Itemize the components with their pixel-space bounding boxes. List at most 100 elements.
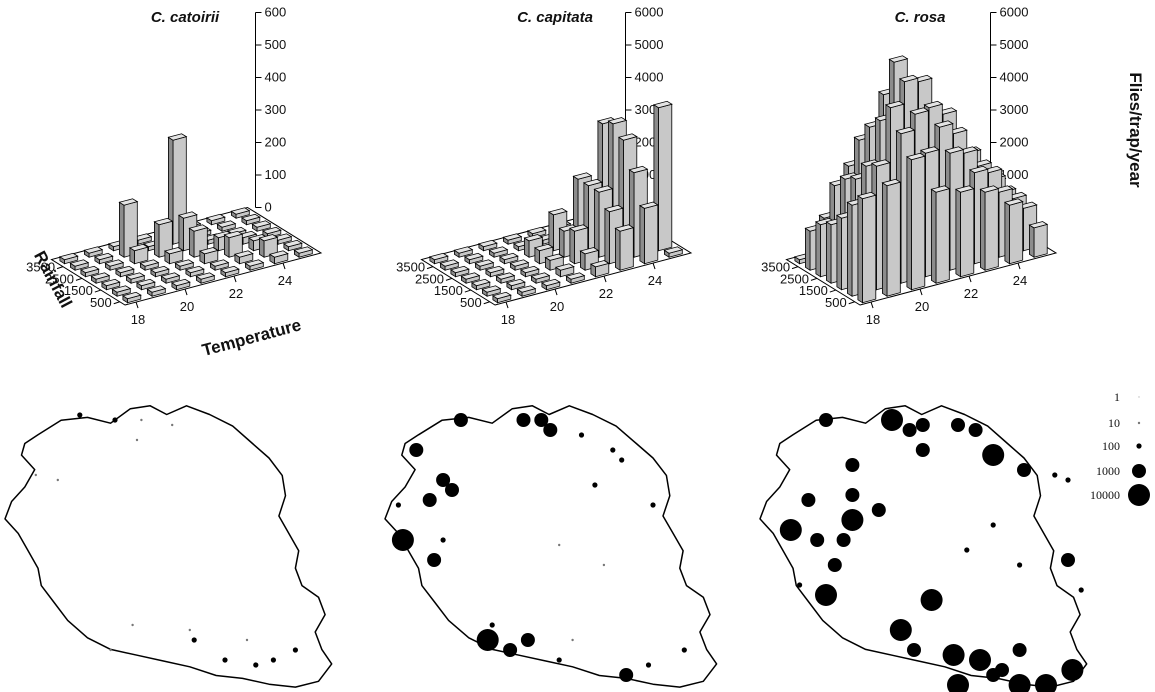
legend-marker xyxy=(1136,443,1142,449)
y-tick-label: 500 xyxy=(825,295,847,310)
x-tick xyxy=(135,301,139,309)
legend-marker xyxy=(1132,464,1146,478)
bar-side-face xyxy=(188,227,195,258)
site-marker xyxy=(881,409,903,431)
bar xyxy=(614,224,635,271)
site-marker xyxy=(797,582,803,588)
site-marker xyxy=(245,638,249,642)
bar-side-face xyxy=(615,227,621,271)
y-tick xyxy=(464,289,472,293)
site-marker xyxy=(543,423,558,437)
z-tick-label: 100 xyxy=(265,167,287,182)
bar xyxy=(83,246,104,258)
bar-front-face xyxy=(658,103,673,252)
bar-top-face xyxy=(209,259,230,267)
legend-label: 10000 xyxy=(1090,488,1120,502)
site-marker xyxy=(445,483,459,497)
site-marker xyxy=(56,478,59,482)
bar-top-face xyxy=(979,185,1000,193)
x-tick xyxy=(233,275,237,283)
site-marker xyxy=(990,522,996,528)
bar xyxy=(198,247,219,265)
bar-top-face xyxy=(544,253,565,261)
bar xyxy=(135,278,156,291)
bar xyxy=(589,260,610,278)
bar-top-face xyxy=(614,224,635,232)
title-rosa: C. rosa xyxy=(895,9,946,26)
x-tick xyxy=(1017,262,1021,270)
bar-top-face xyxy=(881,178,902,187)
bar-side-face xyxy=(153,221,160,258)
x-tick-label: 20 xyxy=(915,299,929,314)
bar-top-face xyxy=(205,213,226,222)
bar xyxy=(216,220,237,232)
bar-top-face xyxy=(565,272,586,280)
site-marker xyxy=(592,482,598,488)
bar-side-face xyxy=(980,188,986,271)
bar xyxy=(1003,198,1024,265)
site-marker xyxy=(845,488,860,502)
site-marker xyxy=(1065,477,1071,483)
bar-top-face xyxy=(258,234,279,242)
bar-front-face xyxy=(886,181,901,297)
site-marker xyxy=(556,657,562,663)
site-marker xyxy=(827,558,842,572)
y-tick-label: 2500 xyxy=(45,271,74,286)
bar xyxy=(244,259,265,271)
x-tick xyxy=(603,275,607,283)
bar-top-face xyxy=(474,259,495,267)
bar xyxy=(449,265,470,278)
site-marker xyxy=(395,502,401,508)
bar-top-face xyxy=(160,272,181,280)
site-marker xyxy=(135,438,139,442)
bar-top-face xyxy=(495,272,516,280)
z-tick-label: 5000 xyxy=(635,37,664,52)
y-tick-label: 1500 xyxy=(434,283,463,298)
bar-top-face xyxy=(898,74,919,83)
bar-top-face xyxy=(547,208,568,216)
x-tick-label: 22 xyxy=(599,286,613,301)
bar xyxy=(881,178,902,297)
bar xyxy=(428,252,449,265)
bar3d-chart-capitata: 0100020003000400050006000182022245001500… xyxy=(396,5,693,327)
site-marker xyxy=(602,563,606,567)
bar-side-face xyxy=(559,227,565,258)
y-tick xyxy=(829,289,837,293)
bar xyxy=(90,272,111,284)
x-tick-label: 20 xyxy=(550,299,564,314)
bar-side-face xyxy=(847,201,853,297)
bar3d-chart-catoirii: 0100200300400500600182022245001500250035… xyxy=(26,5,323,327)
z-tick-label: 500 xyxy=(265,37,287,52)
site-marker xyxy=(819,413,833,427)
bar xyxy=(565,272,586,284)
site-marker xyxy=(907,643,921,657)
bar xyxy=(69,259,90,271)
site-marker xyxy=(578,432,585,438)
site-marker xyxy=(292,647,298,653)
site-marker xyxy=(131,623,134,627)
z-tick-label: 6000 xyxy=(1000,5,1029,20)
bar-top-face xyxy=(223,230,244,239)
map-capitata xyxy=(384,405,718,688)
x-tick-label: 18 xyxy=(131,312,145,327)
x-tick-label: 18 xyxy=(501,312,515,327)
z-tick-label: 600 xyxy=(265,5,287,20)
bar xyxy=(533,243,554,265)
bar-front-face xyxy=(862,194,877,304)
z-tick-label: 4000 xyxy=(635,70,664,85)
y-tick xyxy=(848,301,855,305)
bar xyxy=(488,246,509,258)
bar-top-face xyxy=(491,291,512,300)
bar-top-face xyxy=(282,239,303,248)
bar-front-face xyxy=(619,227,634,271)
bar xyxy=(439,259,460,271)
x-tick xyxy=(282,262,286,270)
bar-top-face xyxy=(617,133,638,141)
bar-front-face xyxy=(935,188,950,284)
bar xyxy=(502,233,523,245)
y-tick xyxy=(113,301,120,305)
bar xyxy=(163,247,184,265)
site-marker xyxy=(619,457,625,463)
y-tick xyxy=(810,277,818,281)
bar xyxy=(79,265,100,278)
